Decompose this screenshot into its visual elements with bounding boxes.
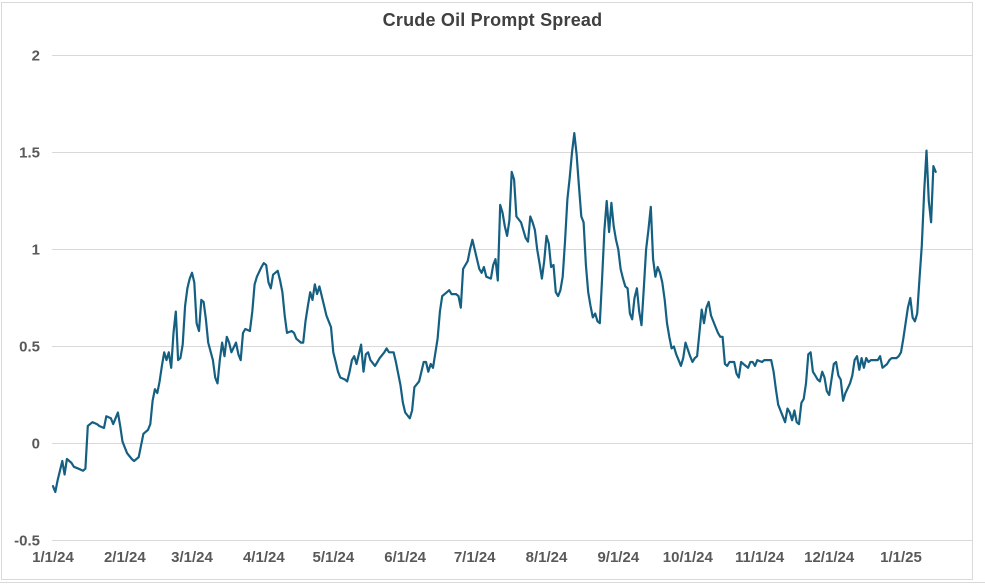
y-tick-label: -0.5 — [14, 533, 40, 550]
x-tick-label: 2/1/24 — [104, 549, 146, 566]
y-tick-label: 1 — [32, 242, 40, 259]
x-tick-label: 5/1/24 — [312, 549, 354, 566]
y-tick-label: 2 — [32, 48, 40, 65]
series-line — [51, 132, 937, 494]
x-tick-label: 12/1/24 — [804, 549, 855, 566]
y-tick-label: 1.5 — [19, 145, 40, 162]
x-tick-label: 10/1/24 — [663, 549, 714, 566]
x-tick-label: 11/1/24 — [735, 549, 785, 566]
x-tick-label: 3/1/24 — [171, 549, 213, 566]
x-tick-label: 4/1/24 — [243, 549, 285, 566]
sheet-gridline — [0, 582, 985, 583]
x-tick-label: 8/1/24 — [526, 549, 568, 566]
x-tick-label: 7/1/24 — [454, 549, 496, 566]
x-tick-label: 1/1/24 — [32, 549, 74, 566]
x-tick-label: 6/1/24 — [384, 549, 426, 566]
chart-title: Crude Oil Prompt Spread — [382, 10, 603, 30]
y-tick-label: 0.5 — [19, 339, 40, 356]
y-tick-label: 0 — [32, 436, 40, 453]
x-tick-label: 1/1/25 — [880, 549, 922, 566]
x-tick-label: 9/1/24 — [597, 549, 639, 566]
chart-frame — [1, 2, 973, 580]
